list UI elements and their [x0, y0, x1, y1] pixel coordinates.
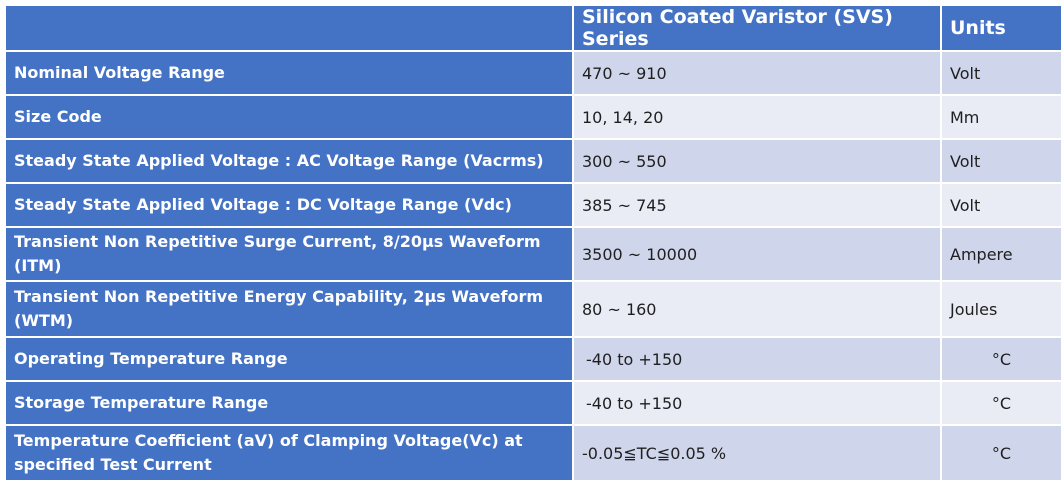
row-parameter: Size Code — [4, 94, 574, 140]
row-parameter: Storage Temperature Range — [4, 380, 574, 426]
row-value: 80 ~ 160 — [572, 280, 942, 338]
table-row: Temperature Coefficient (aV) of Clamping… — [4, 424, 1063, 482]
row-unit: Volt — [940, 138, 1063, 184]
row-value: -0.05≦TC≦0.05 % — [572, 424, 942, 482]
row-parameter: Temperature Coefficient (aV) of Clamping… — [4, 424, 574, 482]
header-series: Silicon Coated Varistor (SVS) Series — [572, 4, 942, 52]
table-row: Transient Non Repetitive Surge Current, … — [4, 226, 1063, 282]
header-parameter — [4, 4, 574, 52]
row-parameter: Nominal Voltage Range — [4, 50, 574, 96]
row-parameter: Operating Temperature Range — [4, 336, 574, 382]
row-value: -40 to +150 — [572, 336, 942, 382]
table-row: Size Code 10, 14, 20 Mm — [4, 94, 1063, 140]
table-row: Nominal Voltage Range 470 ~ 910 Volt — [4, 50, 1063, 96]
row-value: 300 ~ 550 — [572, 138, 942, 184]
varistor-spec-table: Silicon Coated Varistor (SVS) Series Uni… — [4, 4, 1063, 482]
row-parameter: Steady State Applied Voltage : DC Voltag… — [4, 182, 574, 228]
table-row: Steady State Applied Voltage : AC Voltag… — [4, 138, 1063, 184]
row-unit: Volt — [940, 50, 1063, 96]
row-parameter: Transient Non Repetitive Energy Capabili… — [4, 280, 574, 338]
row-unit: °C — [940, 380, 1063, 426]
table-header: Silicon Coated Varistor (SVS) Series Uni… — [4, 4, 1063, 52]
row-unit: °C — [940, 336, 1063, 382]
table-body: Nominal Voltage Range 470 ~ 910 Volt Siz… — [4, 50, 1063, 482]
table-row: Transient Non Repetitive Energy Capabili… — [4, 280, 1063, 338]
row-value: 470 ~ 910 — [572, 50, 942, 96]
row-parameter: Transient Non Repetitive Surge Current, … — [4, 226, 574, 282]
row-unit: °C — [940, 424, 1063, 482]
table-row: Storage Temperature Range -40 to +150 °C — [4, 380, 1063, 426]
row-value: 3500 ~ 10000 — [572, 226, 942, 282]
row-unit: Ampere — [940, 226, 1063, 282]
row-value: -40 to +150 — [572, 380, 942, 426]
header-units: Units — [940, 4, 1063, 52]
row-parameter: Steady State Applied Voltage : AC Voltag… — [4, 138, 574, 184]
row-unit: Volt — [940, 182, 1063, 228]
row-value: 385 ~ 745 — [572, 182, 942, 228]
header-row: Silicon Coated Varistor (SVS) Series Uni… — [4, 4, 1063, 52]
row-unit: Mm — [940, 94, 1063, 140]
row-value: 10, 14, 20 — [572, 94, 942, 140]
table-row: Operating Temperature Range -40 to +150 … — [4, 336, 1063, 382]
row-unit: Joules — [940, 280, 1063, 338]
table-row: Steady State Applied Voltage : DC Voltag… — [4, 182, 1063, 228]
